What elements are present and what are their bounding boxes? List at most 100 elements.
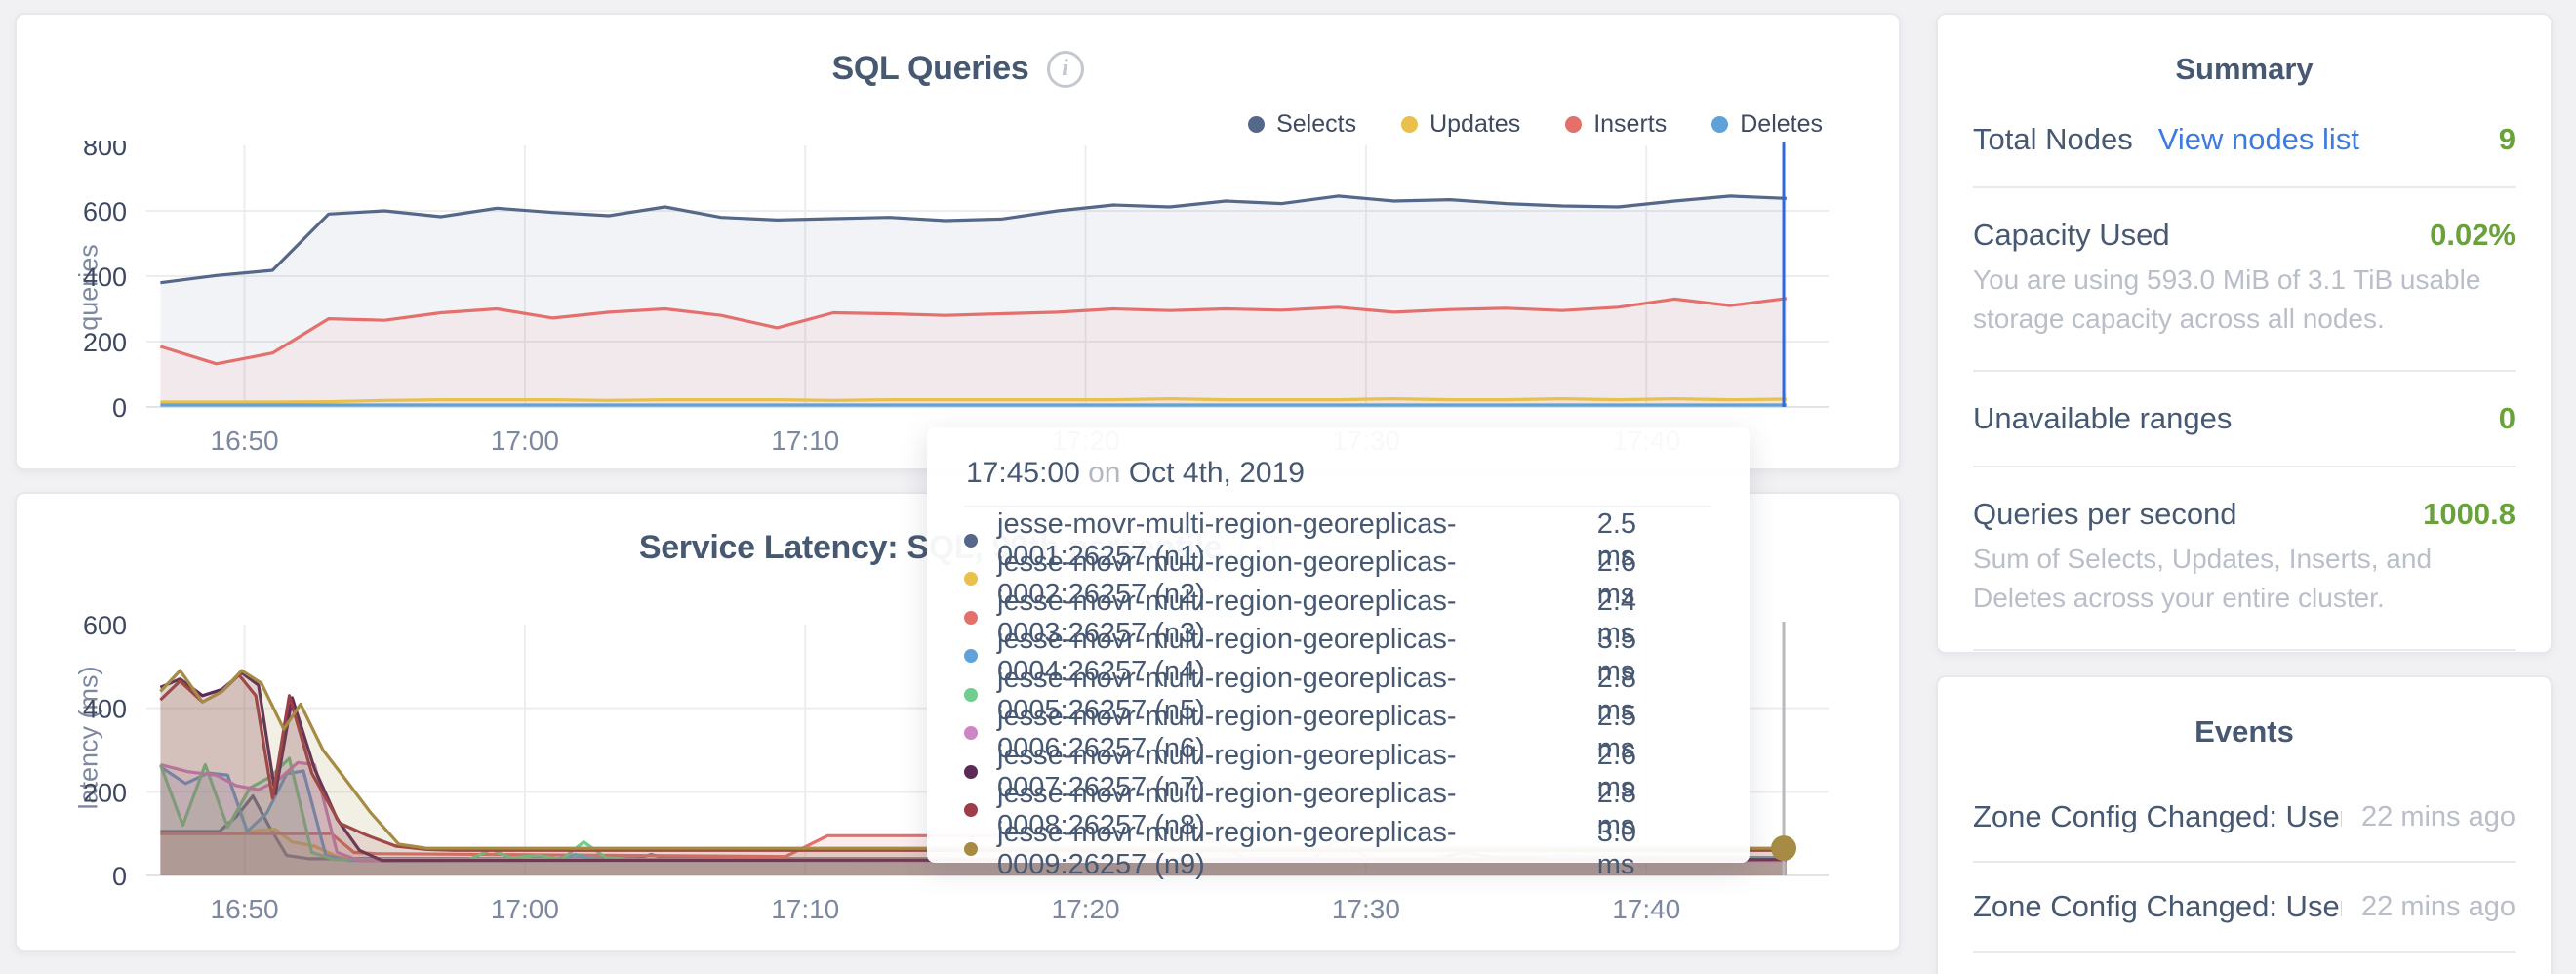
node-latency-value: 2.8 ms <box>1596 778 1637 842</box>
divider <box>1973 186 2516 188</box>
tooltip-node-rows: jesse-movr-multi-region-georeplicas-0001… <box>964 507 1711 880</box>
divider <box>1973 466 2516 467</box>
legend-dot <box>1248 116 1266 133</box>
chart-hover-tooltip: 17:45:00 on Oct 4th, 2019 jesse-movr-mul… <box>927 427 1750 880</box>
tooltip-conjunction: on <box>1088 457 1121 489</box>
capacity-used-subtext: You are using 593.0 MiB of 3.1 TiB usabl… <box>1973 264 2481 334</box>
node-latency-value: 2.5 ms <box>1596 507 1637 572</box>
tooltip-node-row: jesse-movr-multi-region-georeplicas-0006… <box>964 701 1711 764</box>
queries-per-second-value: 1000.8 <box>2423 497 2516 531</box>
node-latency-value: 2.5 ms <box>1596 701 1637 765</box>
event-row[interactable]: Zone Config Changed: User…22 mins ago <box>1973 951 2516 974</box>
series-color-dot <box>964 726 978 741</box>
capacity-used-label: Capacity Used <box>1973 218 2170 252</box>
node-name: jesse-movr-multi-region-georeplicas-0005… <box>997 662 1457 726</box>
legend-label: Selects <box>1276 110 1357 138</box>
node-name: jesse-movr-multi-region-georeplicas-0004… <box>997 624 1457 688</box>
series-color-dot <box>964 764 978 779</box>
tooltip-node-row: jesse-movr-multi-region-georeplicas-0009… <box>964 817 1711 880</box>
view-nodes-list-link[interactable]: View nodes list <box>2157 122 2359 156</box>
node-name: jesse-movr-multi-region-georeplicas-0002… <box>997 547 1457 611</box>
tooltip-node-row: jesse-movr-multi-region-georeplicas-0005… <box>964 663 1711 726</box>
events-panel: Events Zone Config Changed: User… 22 mins… <box>1936 675 2553 974</box>
series-color-dot <box>964 649 978 664</box>
series-color-dot <box>964 803 978 818</box>
legend-item-inserts[interactable]: Inserts <box>1565 110 1667 139</box>
legend-label: Inserts <box>1593 110 1668 138</box>
total-nodes-label: Total Nodes <box>1973 122 2133 156</box>
tooltip-node-row: jesse-movr-multi-region-georeplicas-0007… <box>964 740 1711 803</box>
node-latency-value: 2.4 ms <box>1596 585 1637 649</box>
svg-text:16:50: 16:50 <box>211 894 279 924</box>
tooltip-timestamp: 17:45:00 on Oct 4th, 2019 <box>964 451 1711 507</box>
total-nodes-value: 9 <box>2498 122 2516 156</box>
svg-text:200: 200 <box>83 778 127 807</box>
sql-plot-svg[interactable]: 16:5017:0017:1017:2017:3017:400200400600… <box>17 141 1903 467</box>
sql-queries-title: SQL Queries <box>831 50 1029 87</box>
node-name: jesse-movr-multi-region-georeplicas-0009… <box>997 816 1457 880</box>
tooltip-node-row: jesse-movr-multi-region-georeplicas-0003… <box>964 586 1711 649</box>
tooltip-node-row: jesse-movr-multi-region-georeplicas-0001… <box>964 508 1711 572</box>
series-color-dot <box>964 572 978 587</box>
event-time: 22 mins ago <box>2361 890 2516 922</box>
node-name: jesse-movr-multi-region-georeplicas-0003… <box>997 585 1457 649</box>
tooltip-date: Oct 4th, 2019 <box>1128 457 1305 489</box>
summary-row-qps: Queries per second 1000.8 <box>1973 467 2516 540</box>
tooltip-node-row: jesse-movr-multi-region-georeplicas-0004… <box>964 624 1711 687</box>
sql-queries-card: SQL Queries i Selects Updates Inserts Delet… <box>15 13 1901 470</box>
tooltip-time: 17:45:00 <box>966 457 1080 489</box>
legend-item-updates[interactable]: Updates <box>1401 110 1520 139</box>
summary-title: Summary <box>2175 52 2314 86</box>
queries-per-second-subtext: Sum of Selects, Updates, Inserts, and De… <box>1973 544 2433 613</box>
svg-text:0: 0 <box>112 393 127 423</box>
svg-text:17:20: 17:20 <box>1052 894 1120 924</box>
svg-text:17:00: 17:00 <box>491 894 559 924</box>
svg-text:400: 400 <box>83 695 127 724</box>
legend-item-deletes[interactable]: Deletes <box>1711 110 1823 139</box>
tooltip-node-row: jesse-movr-multi-region-georeplicas-0008… <box>964 778 1711 841</box>
node-name: jesse-movr-multi-region-georeplicas-0001… <box>997 507 1457 572</box>
events-title: Events <box>2194 714 2294 749</box>
node-latency-value: 3.5 ms <box>1596 624 1637 688</box>
summary-row-capacity: Capacity Used 0.02% <box>1973 188 2516 261</box>
info-icon[interactable]: i <box>1046 50 1084 88</box>
svg-text:17:00: 17:00 <box>491 426 559 456</box>
svg-text:800: 800 <box>83 141 127 161</box>
legend-label: Deletes <box>1740 110 1823 138</box>
summary-row-unavailable-ranges: Unavailable ranges 0 <box>1973 372 2516 444</box>
svg-text:600: 600 <box>83 611 127 640</box>
capacity-used-value: 0.02% <box>2430 218 2516 252</box>
svg-text:17:10: 17:10 <box>771 894 839 924</box>
summary-row-total-nodes: Total Nodes View nodes list 9 <box>1973 93 2516 165</box>
svg-text:600: 600 <box>83 197 127 226</box>
unavailable-ranges-value: 0 <box>2498 401 2516 435</box>
event-row[interactable]: Zone Config Changed: User… 22 mins ago <box>1973 861 2516 951</box>
series-color-dot <box>964 533 978 548</box>
svg-text:0: 0 <box>112 862 127 891</box>
tooltip-node-row: jesse-movr-multi-region-georeplicas-0002… <box>964 547 1711 610</box>
queries-per-second-label: Queries per second <box>1973 497 2237 531</box>
node-latency-value: 2.8 ms <box>1596 662 1637 726</box>
svg-text:16:50: 16:50 <box>211 426 279 456</box>
event-row[interactable]: Zone Config Changed: User…22 mins ago <box>1973 773 2516 861</box>
node-latency-value: 2.6 ms <box>1596 739 1637 803</box>
node-latency-value: 3.0 ms <box>1596 816 1637 880</box>
divider <box>1973 370 2516 372</box>
sql-queries-legend: Selects Updates Inserts Deletes <box>1248 110 1823 139</box>
node-name: jesse-movr-multi-region-georeplicas-0008… <box>997 778 1457 842</box>
svg-text:17:40: 17:40 <box>1612 894 1680 924</box>
series-color-dot <box>964 610 978 625</box>
legend-dot <box>1711 116 1729 133</box>
divider <box>1973 649 2516 651</box>
event-time: 22 mins ago <box>2361 800 2516 832</box>
summary-panel: Summary Total Nodes View nodes list 9 Ca… <box>1936 13 2553 714</box>
legend-label: Updates <box>1429 110 1521 138</box>
event-title: Zone Config Changed: User… <box>1973 889 2342 923</box>
svg-text:17:30: 17:30 <box>1332 894 1400 924</box>
svg-text:17:10: 17:10 <box>771 426 839 456</box>
node-name: jesse-movr-multi-region-georeplicas-0007… <box>997 739 1457 803</box>
node-name: jesse-movr-multi-region-georeplicas-0006… <box>997 701 1457 765</box>
legend-dot <box>1401 116 1419 133</box>
legend-item-selects[interactable]: Selects <box>1248 110 1356 139</box>
